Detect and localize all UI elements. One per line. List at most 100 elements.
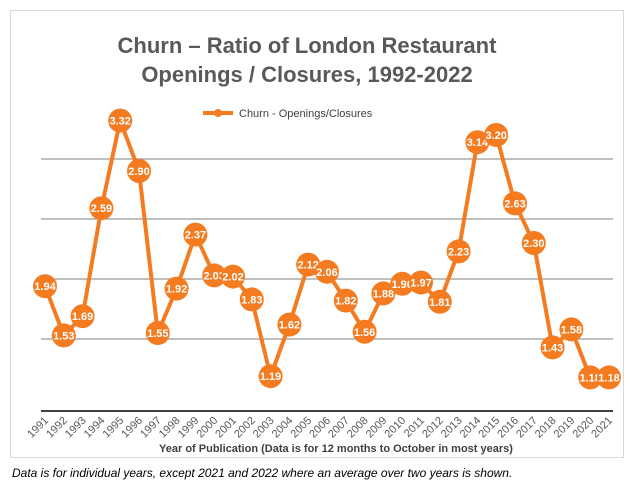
data-point: 1.56	[352, 319, 377, 344]
data-point: 1.18	[578, 365, 603, 390]
data-label: 3.32	[109, 116, 130, 128]
data-point-marker	[51, 323, 76, 348]
data-label: 1.88	[373, 288, 394, 300]
data-point: 2.06	[315, 259, 339, 284]
data-point: 1.96	[390, 271, 415, 296]
data-point-marker	[108, 108, 133, 133]
data-point: 1.62	[277, 312, 302, 337]
data-point: 1.19	[258, 364, 283, 389]
data-point-marker	[239, 287, 264, 312]
data-point: 1.55	[145, 321, 170, 345]
footnote: Data is for individual years, except 202…	[12, 466, 513, 480]
legend-label: Churn - Openings/Closures	[239, 108, 373, 120]
data-point: 2.63	[503, 191, 527, 216]
data-label: 2.02	[222, 272, 243, 284]
data-point-marker	[578, 365, 603, 390]
data-point-marker	[277, 312, 302, 337]
data-point-marker	[221, 264, 245, 289]
chart-frame: Churn – Ratio of London Restaurant Openi…	[10, 10, 624, 458]
x-axis-ticks: 1991199219931994199519961997199819992000…	[25, 415, 615, 441]
data-label: 1.58	[561, 324, 582, 336]
data-label: 3.20	[485, 130, 506, 142]
data-point-marker	[465, 130, 490, 155]
x-axis-title: Year of Publication (Data is for 12 mont…	[159, 443, 513, 455]
data-point-marker	[503, 191, 527, 216]
data-point: 1.97	[409, 270, 433, 295]
data-label: 1.62	[279, 320, 300, 332]
data-point-marker	[597, 365, 621, 390]
data-point-marker	[315, 259, 339, 284]
data-point: 1.43	[540, 335, 565, 360]
data-label: 1.96	[391, 279, 412, 291]
data-point-marker	[390, 271, 415, 296]
data-label: 2.37	[185, 230, 206, 242]
data-label: 3.14	[467, 137, 489, 149]
data-label: 1.19	[260, 371, 281, 383]
data-label: 1.56	[354, 327, 375, 339]
data-label: 1.55	[147, 328, 168, 340]
data-point-marker	[202, 263, 227, 288]
data-point-marker	[559, 317, 584, 342]
data-point: 2.12	[296, 252, 321, 277]
data-point-marker	[352, 319, 377, 344]
legend: Churn - Openings/Closures	[203, 108, 373, 120]
data-point-marker	[70, 304, 95, 329]
data-point-marker	[540, 335, 565, 360]
data-point: 2.59	[89, 196, 114, 221]
data-label: 2.23	[448, 246, 469, 258]
data-point-marker	[371, 281, 396, 306]
x-tick-label: 2021	[589, 415, 615, 441]
data-point: 1.58	[559, 317, 584, 342]
data-label: 1.53	[53, 330, 74, 342]
data-point-marker	[145, 321, 170, 345]
data-label: 1.94	[34, 281, 56, 293]
data-label: 1.18	[598, 372, 619, 384]
data-point: 1.53	[51, 323, 76, 348]
data-points: 1.94 1.53 1.69 2.59 3.32 2.90 1.55 1.92 2.37 2.03…	[33, 108, 621, 390]
data-point: 1.92	[164, 276, 189, 301]
data-point: 2.23	[446, 239, 471, 264]
data-point: 2.90	[127, 159, 151, 183]
data-point: 2.02	[221, 264, 245, 289]
data-point-marker	[258, 364, 283, 389]
data-point: 1.88	[371, 281, 396, 306]
data-point: 1.69	[70, 304, 95, 329]
data-label: 1.69	[72, 311, 93, 323]
data-point: 1.18	[597, 365, 621, 390]
data-point-marker	[296, 252, 321, 277]
data-point-marker	[427, 289, 452, 314]
data-label: 2.12	[297, 260, 318, 272]
data-label: 1.97	[410, 278, 431, 290]
data-point: 1.83	[239, 287, 264, 312]
data-point: 2.37	[183, 222, 208, 247]
data-label: 2.03	[203, 270, 224, 282]
chart-title-line-2: Openings / Closures, 1992-2022	[141, 62, 472, 87]
data-point-marker	[183, 222, 208, 247]
line-chart: Churn – Ratio of London Restaurant Openi…	[25, 33, 621, 455]
data-point-marker	[521, 231, 546, 255]
data-label: 2.90	[128, 166, 149, 178]
data-label: 1.82	[335, 296, 356, 308]
legend-marker	[214, 109, 222, 117]
data-label: 1.81	[429, 297, 450, 309]
data-label: 1.92	[166, 284, 187, 296]
data-label: 1.83	[241, 294, 262, 306]
data-point-marker	[446, 239, 471, 264]
data-label: 2.06	[316, 267, 337, 279]
data-label: 2.63	[504, 198, 525, 210]
data-point-marker	[333, 288, 358, 313]
data-label: 1.43	[542, 342, 563, 354]
data-point: 2.03	[202, 263, 227, 288]
data-point: 2.30	[521, 231, 546, 255]
data-point: 1.94	[33, 274, 57, 299]
data-point: 3.20	[484, 123, 509, 147]
data-point-marker	[484, 123, 509, 147]
data-point: 1.82	[333, 288, 358, 313]
data-label: 1.18	[579, 372, 600, 384]
data-point: 3.32	[108, 108, 133, 133]
data-point-marker	[409, 270, 433, 295]
data-point-marker	[33, 274, 57, 299]
data-point-marker	[164, 276, 189, 301]
data-point-marker	[127, 159, 151, 183]
data-point: 1.81	[427, 289, 452, 314]
